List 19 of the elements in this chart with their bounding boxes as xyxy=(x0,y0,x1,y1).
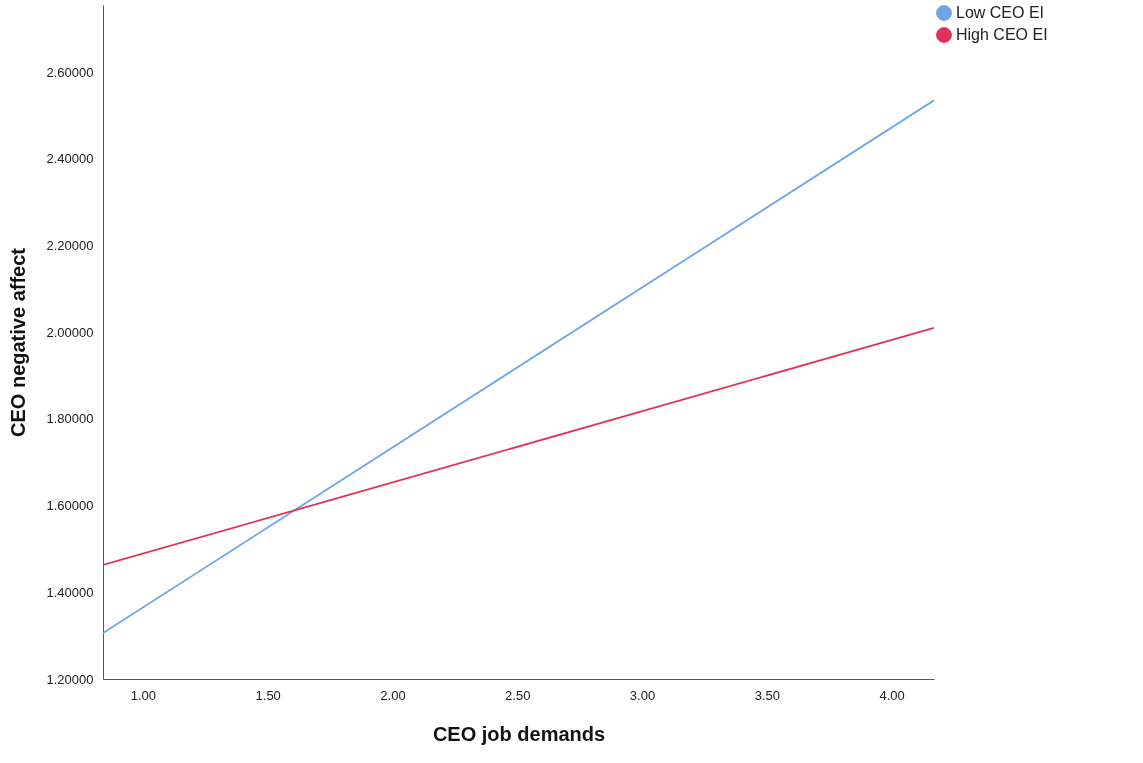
y-tick-label: 2.00000 xyxy=(46,324,94,340)
y-axis-title: CEO negative affect xyxy=(6,247,29,437)
y-tick-label: 2.20000 xyxy=(46,238,94,254)
x-tick-label: 1.00 xyxy=(130,687,157,703)
y-tick-label: 1.20000 xyxy=(46,671,94,687)
y-tick-label: 2.60000 xyxy=(46,64,94,80)
x-tick-label: 2.00 xyxy=(380,687,406,703)
x-axis-title: CEO job demands xyxy=(432,722,606,745)
x-tick-label: 1.50 xyxy=(255,687,281,703)
y-tick-label: 2.40000 xyxy=(46,151,94,167)
y-tick-label: 1.80000 xyxy=(46,411,94,427)
y-tick-label: 1.40000 xyxy=(46,584,94,600)
legend-label: Low CEO EI xyxy=(956,4,1045,21)
y-tick-label: 1.60000 xyxy=(46,498,94,514)
x-tick-label: 3.50 xyxy=(754,687,780,703)
legend-label: High CEO EI xyxy=(956,26,1048,43)
x-tick-label: 4.00 xyxy=(879,687,905,703)
x-tick-label: 3.00 xyxy=(629,687,656,703)
x-tick-label: 2.50 xyxy=(505,687,531,703)
